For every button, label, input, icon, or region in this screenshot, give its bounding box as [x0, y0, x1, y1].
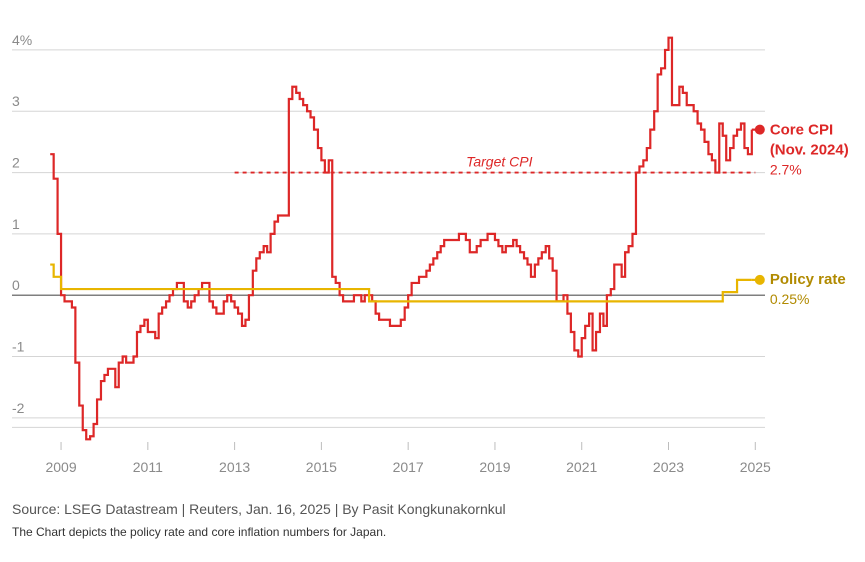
chart-description: The Chart depicts the policy rate and co…	[12, 525, 387, 539]
core-cpi-value-label: 2.7%	[770, 162, 802, 178]
x-tick-label: 2021	[566, 459, 597, 475]
y-tick-label: -1	[12, 339, 25, 355]
y-axis-tick-labels: 4% 3 2 1 0 -1 -2	[12, 32, 32, 416]
core-cpi-label-date: (Nov. 2024)	[770, 142, 849, 159]
target-cpi-group: Target CPI	[234, 154, 756, 174]
y-tick-label: 4%	[12, 32, 32, 48]
x-tick-label: 2011	[133, 459, 163, 475]
policy-rate-label: Policy rate	[770, 271, 846, 288]
core-cpi-line	[50, 36, 753, 441]
y-tick-label: 3	[12, 93, 20, 109]
policy-rate-end-dot	[754, 274, 765, 285]
x-tick-label: 2015	[306, 459, 337, 475]
core-cpi-end-dot	[754, 124, 765, 135]
y-tick-label: 0	[12, 277, 20, 293]
x-tick-label: 2017	[393, 459, 424, 475]
policy-rate-value-label: 0.25%	[770, 291, 810, 307]
source-credit: Source: LSEG Datastream | Reuters, Jan. …	[12, 501, 506, 517]
y-tick-label: 2	[12, 155, 20, 171]
x-tick-label: 2009	[45, 459, 76, 475]
x-axis-ticks: 2009 2011 2013 2015 2017 2019 2021 2023 2025	[45, 442, 771, 475]
target-cpi-label: Target CPI	[466, 154, 533, 170]
series-lines	[50, 36, 753, 441]
y-tick-label: -2	[12, 400, 25, 416]
gridlines	[12, 49, 765, 428]
series-end-labels: Core CPI (Nov. 2024) 2.7% Policy rate 0.25%	[751, 122, 849, 307]
x-tick-label: 2025	[740, 459, 771, 475]
policy-rate-line	[50, 263, 752, 303]
y-tick-label: 1	[12, 216, 20, 232]
x-tick-label: 2013	[219, 459, 250, 475]
x-tick-label: 2023	[653, 459, 684, 475]
x-tick-label: 2019	[479, 459, 510, 475]
core-cpi-label: Core CPI	[770, 122, 833, 139]
